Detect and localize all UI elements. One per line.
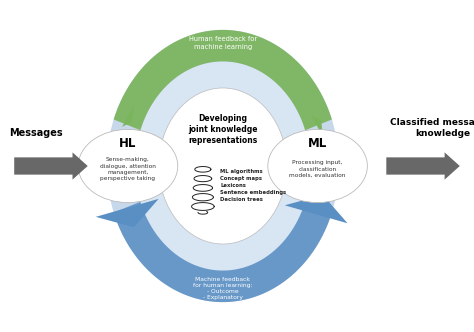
Polygon shape [122,105,134,127]
Polygon shape [114,202,332,302]
Ellipse shape [268,129,367,203]
Ellipse shape [107,30,339,302]
Ellipse shape [159,88,287,244]
Text: Messages: Messages [9,128,63,138]
Text: HL: HL [119,137,137,150]
Text: Human feedback for
machine learning: Human feedback for machine learning [189,37,257,50]
Text: ML: ML [308,137,327,150]
Text: ML algorithms
Concept maps
Lexicons
Sentence embeddings
Decision trees: ML algorithms Concept maps Lexicons Sent… [220,169,287,203]
Polygon shape [311,115,323,137]
FancyArrow shape [14,152,88,180]
Text: Classified messages;
knowledge: Classified messages; knowledge [390,118,474,138]
FancyArrow shape [386,152,460,180]
Ellipse shape [135,61,310,271]
Polygon shape [285,195,347,223]
Text: Developing
joint knowledge
representations: Developing joint knowledge representatio… [188,114,257,145]
Text: Machine feedback
for human learning:
- Outcome
- Explanatory: Machine feedback for human learning: - O… [193,277,253,300]
Text: Sense-making,
dialogue, attention
management,
perspective taking: Sense-making, dialogue, attention manage… [100,157,156,181]
Ellipse shape [78,129,178,203]
Polygon shape [114,30,332,130]
Text: Processing input,
classification
models, evaluation: Processing input, classification models,… [290,160,346,178]
Polygon shape [96,199,159,227]
